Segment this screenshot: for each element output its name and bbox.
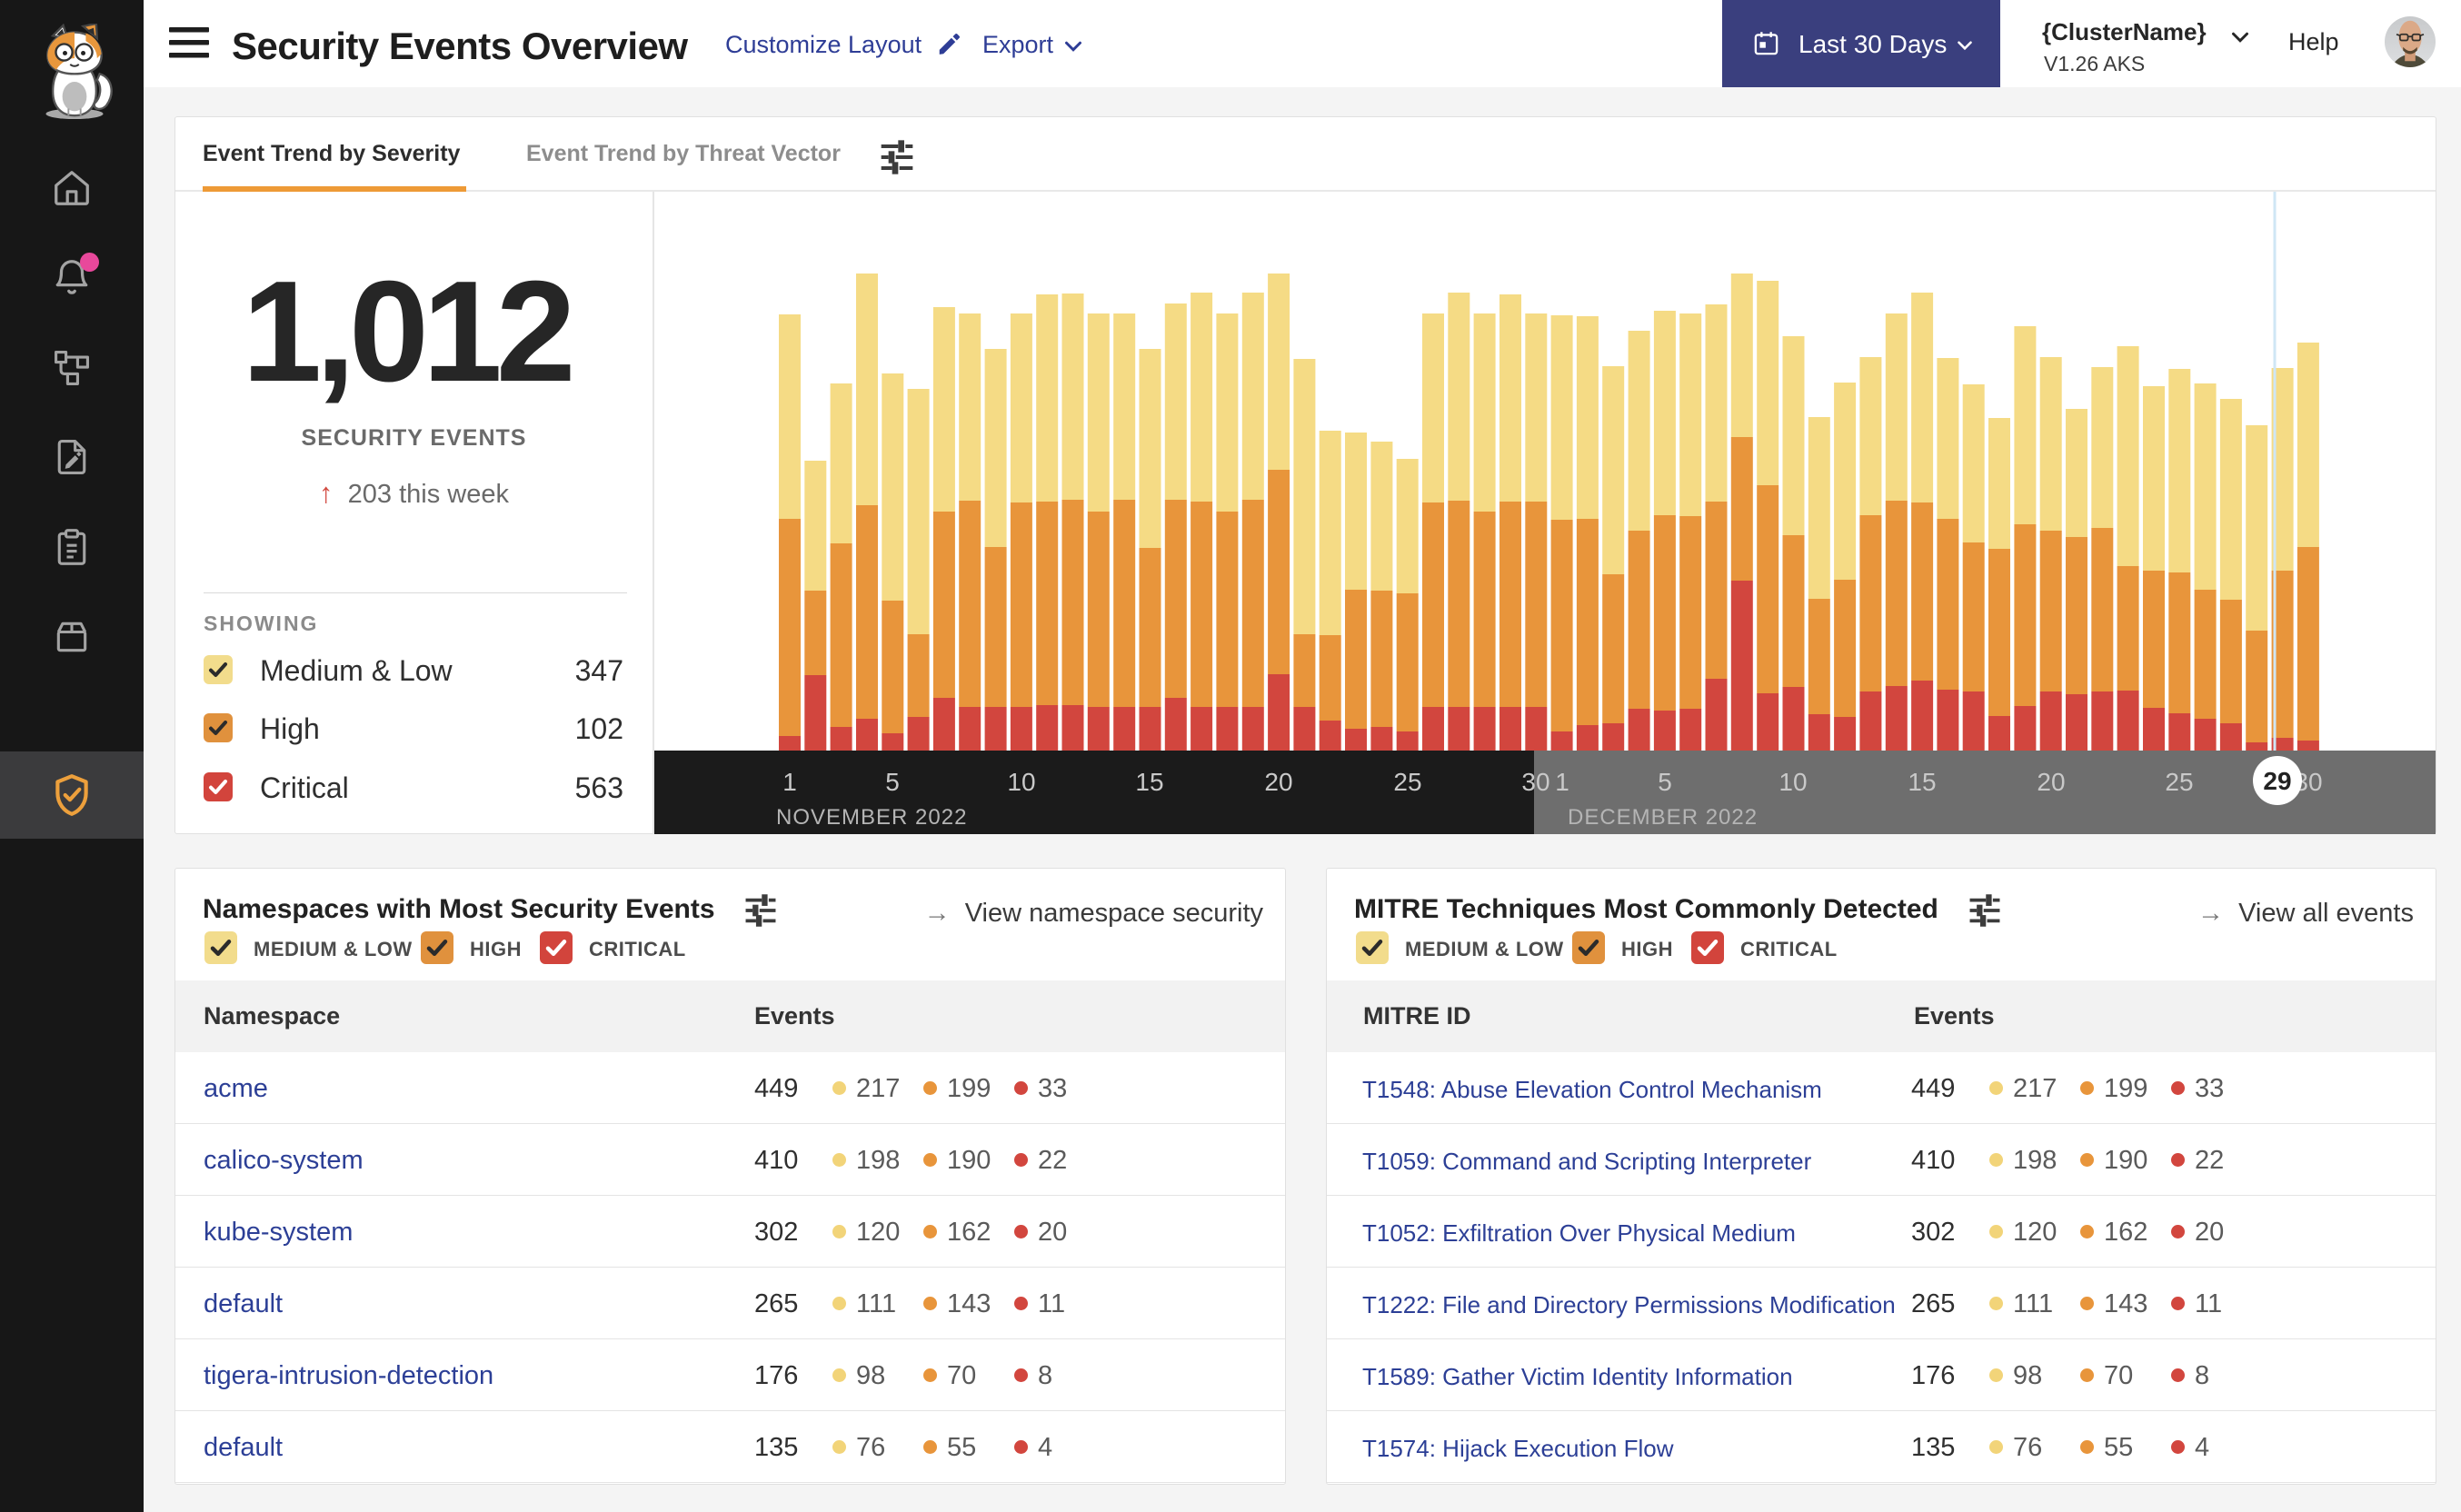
svg-text:DECEMBER 2022: DECEMBER 2022: [1568, 805, 1758, 830]
svg-text:10: 10: [1007, 768, 1035, 796]
svg-text:20: 20: [1264, 768, 1292, 796]
svg-text:5: 5: [1658, 768, 1672, 796]
svg-text:NOVEMBER 2022: NOVEMBER 2022: [776, 805, 967, 830]
svg-text:10: 10: [1778, 768, 1807, 796]
svg-text:15: 15: [1908, 768, 1936, 796]
svg-text:1: 1: [1555, 768, 1569, 796]
svg-text:29: 29: [2263, 767, 2291, 795]
svg-text:20: 20: [2037, 768, 2065, 796]
svg-text:25: 25: [2165, 768, 2193, 796]
svg-text:25: 25: [1393, 768, 1421, 796]
svg-text:1: 1: [782, 768, 797, 796]
svg-text:30: 30: [1521, 768, 1549, 796]
svg-text:5: 5: [885, 768, 900, 796]
svg-text:15: 15: [1135, 768, 1163, 796]
